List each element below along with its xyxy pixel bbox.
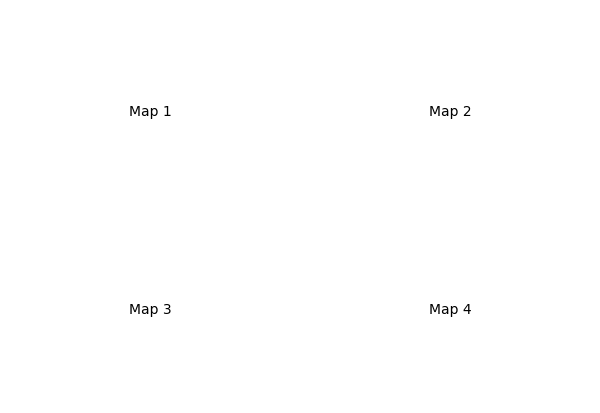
Text: Map 4: Map 4 — [428, 303, 472, 317]
Text: Map 2: Map 2 — [428, 104, 472, 119]
Text: Map 3: Map 3 — [128, 303, 172, 317]
Text: Map 1: Map 1 — [128, 104, 172, 119]
